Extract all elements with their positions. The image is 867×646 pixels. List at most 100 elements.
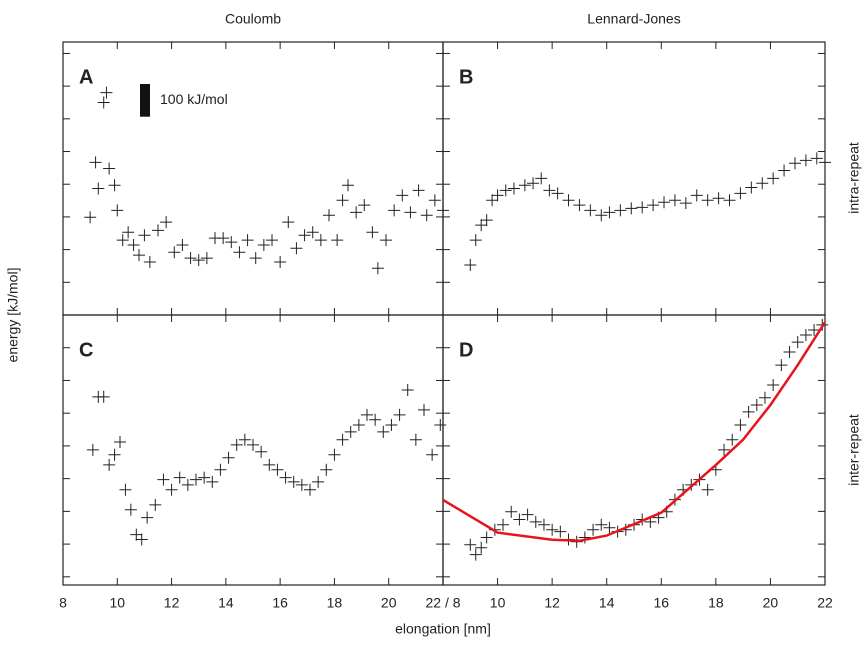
data-point (578, 531, 591, 544)
y-axis-label: energy [kJ/mol] (5, 268, 21, 363)
panel-frame (62, 41, 444, 316)
data-point (396, 189, 409, 202)
data-point (358, 199, 371, 212)
data-point (160, 216, 173, 229)
data-point (521, 508, 534, 521)
data-point (418, 403, 430, 416)
data-point (361, 408, 373, 421)
data-point (141, 511, 154, 524)
data-point (799, 328, 812, 341)
x-tick-label: 16 (653, 595, 669, 611)
data-point (625, 202, 638, 215)
panel-label: A (79, 66, 93, 88)
data-point (614, 204, 627, 217)
data-point (388, 204, 401, 217)
data-point (200, 252, 213, 265)
row-title: intra-repeat (846, 142, 862, 214)
data-point (108, 179, 121, 192)
data-point (507, 182, 520, 195)
x-tick-label: 12 (164, 595, 180, 611)
data-point (206, 475, 219, 488)
data-point (767, 379, 780, 392)
data-point (537, 518, 550, 531)
data-point (426, 448, 439, 461)
data-point (469, 548, 482, 561)
data-point (734, 418, 747, 431)
data-point (312, 475, 325, 488)
data-point (331, 234, 344, 247)
x-tick-label: 12 (544, 595, 560, 611)
data-point (535, 172, 548, 185)
data-point (668, 194, 681, 207)
data-point (247, 438, 259, 451)
data-point (298, 229, 311, 242)
data-point (543, 184, 556, 197)
panel: D 10 12 14 16 18 20 22 (442, 314, 833, 611)
data-point (756, 177, 769, 190)
data-point (464, 538, 477, 551)
data-point (119, 483, 132, 496)
data-point (295, 478, 308, 491)
data-point (165, 483, 178, 496)
data-point (778, 164, 791, 177)
data-point (584, 204, 597, 217)
data-point (505, 505, 518, 518)
x-tick-label: 14 (218, 595, 234, 611)
data-point (603, 206, 616, 219)
data-point (595, 209, 608, 222)
data-point (377, 425, 390, 438)
data-point (344, 425, 357, 438)
data-point (350, 206, 363, 219)
data-point (241, 234, 254, 247)
data-point (152, 224, 164, 237)
panel-frame (442, 314, 826, 586)
data-point (562, 194, 575, 207)
data-point (103, 458, 116, 471)
data-point (122, 226, 135, 239)
data-point (97, 96, 110, 109)
x-tick-label: 16 (272, 595, 288, 611)
data-point (767, 172, 780, 185)
data-point (103, 162, 116, 175)
data-point (225, 236, 238, 249)
data-point (750, 399, 763, 411)
data-point (393, 408, 406, 421)
data-point (257, 239, 270, 252)
data-point (366, 226, 379, 239)
data-point (401, 383, 414, 396)
data-point (783, 345, 796, 358)
x-tick-label: 22 (817, 595, 833, 611)
data-point (412, 184, 425, 197)
fit-line (442, 321, 827, 543)
data-point (428, 194, 441, 207)
data-point (282, 216, 295, 229)
data-point (157, 473, 170, 486)
data-point (499, 184, 512, 197)
data-point (551, 187, 564, 200)
data-point (718, 443, 731, 456)
data-point (230, 438, 243, 451)
data-point (190, 473, 202, 486)
column-title: Lennard-Jones (587, 11, 680, 27)
scale-bar-label: 100 kJ/mol (160, 91, 228, 107)
data-point (176, 239, 189, 252)
data-point (290, 242, 303, 255)
data-point (249, 252, 262, 265)
data-point (263, 458, 276, 471)
data-point (89, 156, 102, 169)
data-point (97, 390, 110, 403)
data-point (92, 182, 105, 195)
data-point (497, 518, 510, 531)
data-point (587, 523, 600, 536)
x-tick-label: 8 (59, 595, 67, 611)
data-point (491, 189, 504, 202)
data-point (475, 219, 488, 232)
data-point (138, 229, 151, 242)
data-point (255, 445, 268, 458)
data-point (701, 194, 714, 207)
data-point (271, 463, 284, 476)
data-point (595, 518, 608, 531)
data-point (742, 405, 755, 418)
data-point (320, 463, 333, 476)
data-point (124, 503, 137, 516)
